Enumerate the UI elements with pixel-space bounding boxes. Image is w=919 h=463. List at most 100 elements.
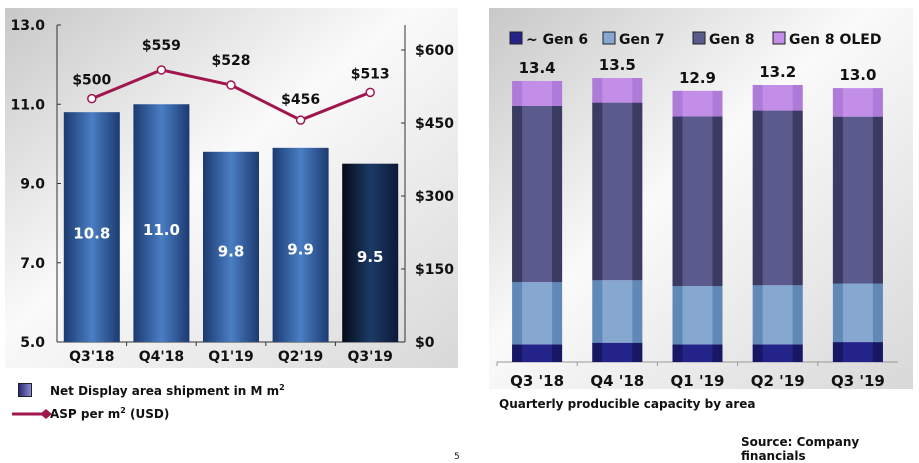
legend-swatch — [602, 31, 616, 45]
bar — [63, 112, 120, 342]
legend-label: Gen 8 OLED — [789, 32, 881, 48]
y2-tick-label: $450 — [415, 116, 454, 132]
legend-bar-swatch — [18, 383, 32, 397]
y2-tick-label: $600 — [415, 43, 454, 59]
asp-point — [226, 80, 236, 90]
total-label: 13.0 — [839, 66, 876, 84]
segment-shade — [512, 282, 523, 345]
bar-value-label: 10.8 — [73, 225, 110, 243]
segment-shade — [752, 344, 763, 362]
segment-shade — [672, 116, 683, 287]
x-tick-label: Q3 '18 — [510, 372, 564, 390]
segment-shade — [592, 102, 603, 281]
segment-shade — [872, 283, 883, 343]
stack-segment-gen-6 — [832, 342, 883, 362]
asp-label: $528 — [212, 53, 251, 69]
y2-tick-label: $300 — [415, 189, 454, 205]
x-tick-label: Q4'18 — [139, 349, 184, 365]
segment-shade — [832, 88, 843, 117]
asp-point — [156, 65, 167, 75]
segment-shade — [552, 344, 563, 362]
y-tick-label: 7.0 — [20, 256, 45, 272]
y-tick-label: 13.0 — [10, 18, 45, 34]
segment-shade — [632, 78, 643, 103]
total-label: 13.2 — [759, 63, 796, 81]
bar — [272, 147, 329, 342]
bar — [342, 163, 399, 342]
y2-tick-label: $150 — [415, 262, 454, 278]
bar — [133, 104, 190, 342]
asp-point — [295, 115, 306, 125]
bar-value-label: 9.8 — [218, 242, 245, 260]
bar-value-label: 9.5 — [357, 248, 384, 266]
segment-shade — [552, 105, 563, 283]
segment-shade — [792, 344, 803, 362]
bar-value-label: 9.9 — [287, 241, 314, 259]
x-tick-label: Q1'19 — [208, 349, 253, 365]
bar-value-label: 11.0 — [143, 221, 180, 239]
legend-swatch — [509, 31, 523, 45]
x-tick-label: Q2 '19 — [751, 372, 805, 390]
total-label: 13.4 — [519, 59, 556, 77]
asp-point — [365, 87, 375, 98]
y-tick-label: 11.0 — [10, 97, 45, 113]
y-tick-label: 9.0 — [20, 177, 45, 193]
segment-shade — [752, 285, 763, 345]
legend-label: Gen 8 — [709, 32, 755, 48]
segment-shade — [792, 110, 803, 286]
segment-shade — [832, 342, 843, 362]
segment-shade — [672, 286, 683, 345]
x-tick-label: Q3 '19 — [831, 372, 885, 390]
segment-shade — [632, 342, 643, 362]
stack-segment-gen-6 — [512, 344, 563, 362]
segment-shade — [512, 81, 523, 106]
legend-line-swatch — [12, 409, 52, 419]
segment-shade — [632, 280, 643, 343]
segment-shade — [792, 285, 803, 345]
x-tick-label: Q2'19 — [278, 349, 323, 365]
asp-label: $513 — [351, 66, 390, 82]
segment-shade — [872, 88, 883, 117]
segment-shade — [792, 84, 803, 111]
segment-shade — [832, 283, 843, 343]
segment-shade — [712, 90, 723, 117]
asp-label: $559 — [142, 38, 181, 54]
legend-label: ~ Gen 6 — [526, 32, 588, 48]
legend-shipment: Net Display area shipment in M m2 — [50, 383, 285, 398]
segment-shade — [512, 344, 523, 362]
legend-asp: ASP per m2 (USD) — [50, 406, 170, 421]
asp-point — [87, 93, 97, 104]
bar — [203, 151, 259, 342]
segment-shade — [832, 116, 843, 284]
stack-segment-gen-6 — [672, 344, 723, 362]
y-tick-label: 5.0 — [20, 335, 45, 351]
segment-shade — [872, 116, 883, 284]
asp-label: $500 — [72, 73, 111, 89]
stack-segment-gen-6 — [592, 342, 643, 362]
segment-shade — [672, 344, 683, 362]
legend-swatch — [772, 31, 786, 45]
segment-shade — [592, 280, 603, 343]
x-tick-label: Q4 '18 — [590, 372, 644, 390]
legend-swatch — [692, 31, 706, 45]
page-number: 5 — [454, 452, 460, 462]
segment-shade — [872, 342, 883, 362]
segment-shade — [512, 105, 523, 283]
segment-shade — [712, 116, 723, 287]
segment-shade — [552, 81, 563, 106]
x-tick-label: Q3'18 — [69, 349, 114, 365]
segment-shade — [752, 84, 763, 111]
segment-shade — [592, 78, 603, 103]
asp-label: $456 — [281, 92, 320, 108]
segment-shade — [672, 90, 683, 117]
segment-shade — [752, 110, 763, 286]
total-label: 12.9 — [679, 69, 716, 87]
right-chart-caption: Quarterly producible capacity by area — [499, 397, 756, 411]
stack-segment-gen-6 — [752, 344, 803, 362]
segment-shade — [712, 286, 723, 345]
segment-shade — [592, 342, 603, 362]
x-tick-label: Q3'19 — [347, 349, 392, 365]
x-tick-label: Q1 '19 — [671, 372, 725, 390]
y2-tick-label: $0 — [415, 335, 435, 351]
segment-shade — [632, 102, 643, 281]
